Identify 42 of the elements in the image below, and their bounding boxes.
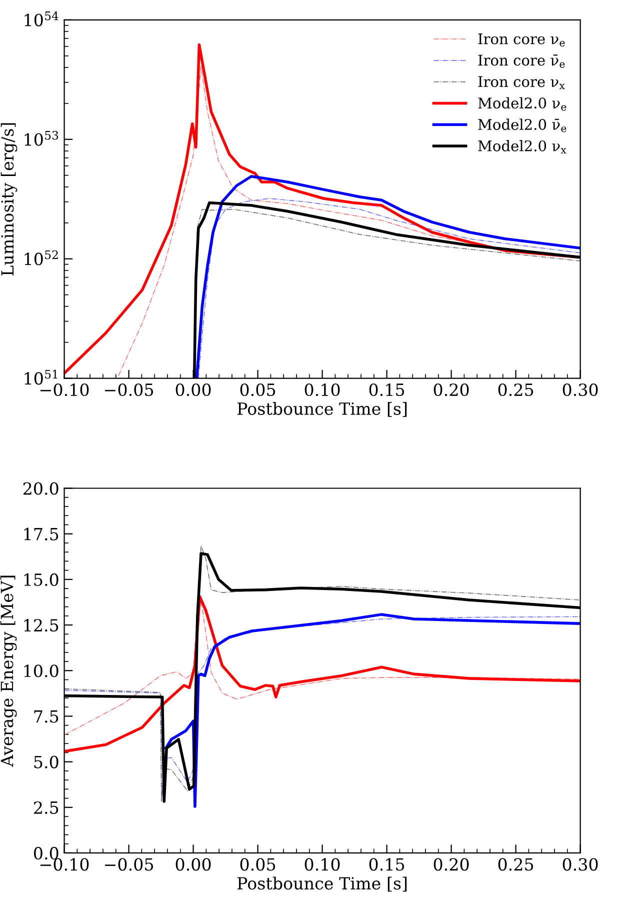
x-tick-label: 0.00 [176,383,211,396]
x-tick-label: 0.15 [369,858,404,871]
x-tick-label: 0.10 [304,858,340,871]
x-tick-label: 0.25 [498,858,534,871]
y-tick-label: 17.5 [24,528,58,540]
x-tick-label: −0.10 [40,858,89,871]
legend-label: Iron core ν$_{e}$ [478,33,565,47]
y-tick-label: 15.0 [24,573,58,586]
y-tick-label: 2.5 [34,801,58,814]
y-tick-label: 10$^{52}$ [24,250,58,266]
legend-label: Model2.0 ν$_{x}$ [478,140,566,154]
x-axis-title: Postbounce Time [s] [237,402,407,417]
y-tick-label: 12.5 [24,618,58,632]
y-axis-title: Average Energy [MeV] [0,576,17,767]
y-tick-label: 10.0 [24,664,58,678]
line-series [164,613,580,808]
y-axis-title: Luminosity [erg/s] [0,123,18,276]
x-tick-label: 0.00 [176,858,211,871]
y-tick-label: 20.0 [23,482,58,495]
x-tick-label: 0.15 [369,383,404,396]
y-tick-label: 5.0 [34,756,58,768]
x-axis-title: Postbounce Time [s] [237,876,407,892]
legend-label: Iron core ν$_{x}$ [478,76,565,90]
legend-label: Model2.0 ν$_{e}$ [478,97,566,111]
x-tick-label: 0.30 [562,858,598,871]
x-tick-label: 0.30 [562,383,598,396]
y-tick-label: 7.5 [34,710,58,723]
legend-label: Model2.0 ν̄$_{e}$ [478,118,566,132]
x-tick-label: 0.10 [304,383,340,396]
x-tick-label: 0.20 [434,383,469,396]
legend-label: Iron core ν̄$_{e}$ [478,54,565,68]
x-tick-label: 0.20 [434,858,469,871]
y-tick-label: 0.0 [34,846,58,860]
x-tick-label: −0.10 [40,383,89,396]
y-tick-label: 10$^{51}$ [24,370,58,385]
x-tick-label: 0.25 [498,383,534,396]
x-tick-label: −0.05 [105,858,154,871]
y-tick-label: 10$^{53}$ [24,130,58,146]
x-tick-label: 0.05 [240,383,276,396]
y-tick-label: 10$^{54}$ [24,11,58,26]
x-tick-label: 0.05 [240,858,276,871]
x-tick-label: −0.05 [105,383,154,396]
